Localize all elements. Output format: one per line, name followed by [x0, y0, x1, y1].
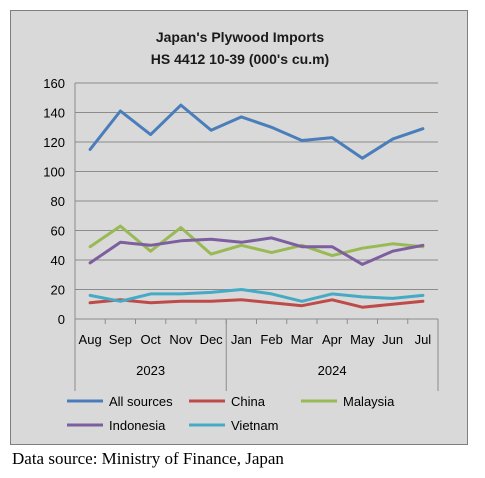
series-line-vietnam: [88, 288, 425, 303]
x-tick-label: Aug: [79, 332, 102, 347]
y-tick-label: 60: [51, 224, 65, 239]
chart-canvas: Japan's Plywood Imports HS 4412 10-39 (0…: [43, 29, 439, 433]
series-line-all-sources: [88, 103, 425, 160]
legend-label-malaysia: Malaysia: [343, 394, 395, 409]
x-tick-label: Dec: [200, 332, 224, 347]
x-tick-label: Sep: [109, 332, 132, 347]
y-tick-label: 140: [43, 106, 65, 121]
series-line-china: [88, 298, 425, 309]
chart-frame: Japan's Plywood Imports HS 4412 10-39 (0…: [10, 10, 468, 445]
x-tick-label: Nov: [169, 332, 193, 347]
legend-label-indonesia: Indonesia: [109, 418, 166, 433]
x-tick-label: Jun: [382, 332, 403, 347]
x-tick-label: Feb: [260, 332, 282, 347]
x-tick-label: Jan: [231, 332, 252, 347]
series-line-indonesia: [88, 236, 425, 266]
y-tick-label: 40: [51, 253, 65, 268]
chart-title: Japan's Plywood Imports: [156, 29, 324, 45]
y-tick-label: 160: [43, 76, 65, 91]
x-tick-label: Apr: [322, 332, 343, 347]
x-tick-label: Mar: [291, 332, 314, 347]
y-tick-label: 120: [43, 135, 65, 150]
legend-label-china: China: [231, 394, 266, 409]
year-group-label: 2023: [136, 363, 165, 378]
y-tick-label: 100: [43, 165, 65, 180]
x-tick-label: Oct: [141, 332, 162, 347]
legend-label-all-sources: All sources: [109, 394, 173, 409]
chart-subtitle: HS 4412 10-39 (000's cu.m): [151, 51, 329, 67]
y-tick-label: 20: [51, 283, 65, 298]
x-tick-label: Jul: [415, 332, 432, 347]
y-tick-label: 80: [51, 194, 65, 209]
series-line-malaysia: [88, 224, 425, 258]
y-tick-label: 0: [58, 312, 65, 327]
year-group-label: 2024: [318, 363, 347, 378]
legend-label-vietnam: Vietnam: [231, 418, 278, 433]
x-tick-label: May: [350, 332, 375, 347]
source-note: Data source: Ministry of Finance, Japan: [12, 449, 284, 468]
